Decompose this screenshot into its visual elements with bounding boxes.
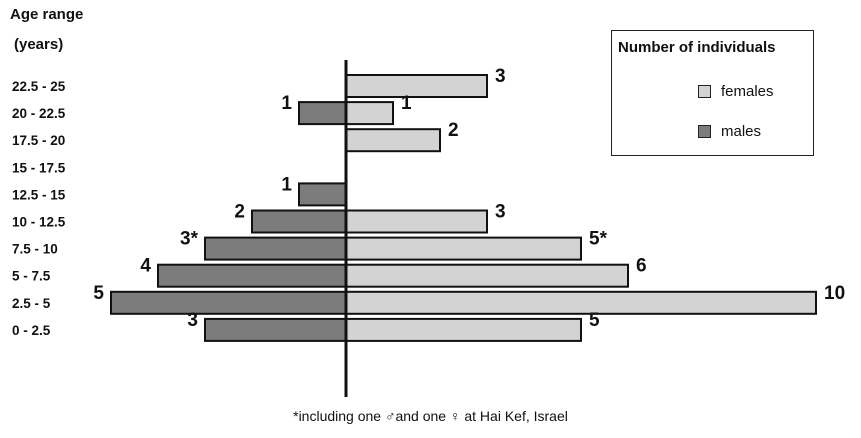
tick-label-6: 7.5 - 10 bbox=[12, 242, 58, 257]
tick-label-8: 2.5 - 5 bbox=[12, 296, 51, 311]
bar-males-6 bbox=[204, 236, 347, 261]
tick-label-3: 15 - 17.5 bbox=[12, 160, 66, 175]
tick-label-1: 20 - 22.5 bbox=[12, 106, 66, 121]
bar-females-9 bbox=[345, 317, 582, 342]
data-label-males-6: 3* bbox=[180, 229, 199, 250]
tick-label-0: 22.5 - 25 bbox=[12, 79, 66, 94]
data-label-females-9: 5 bbox=[589, 310, 600, 331]
bar-females-7 bbox=[345, 263, 629, 288]
tick-label-2: 17.5 - 20 bbox=[12, 133, 65, 148]
legend-swatch-males bbox=[698, 125, 711, 138]
data-label-males-4: 1 bbox=[281, 174, 292, 195]
data-label-males-7: 4 bbox=[140, 256, 151, 277]
data-label-females-5: 3 bbox=[495, 202, 506, 223]
tick-label-7: 5 - 7.5 bbox=[12, 269, 51, 284]
bar-females-6 bbox=[345, 236, 582, 261]
bar-females-1 bbox=[345, 101, 394, 126]
tick-label-5: 10 - 12.5 bbox=[12, 215, 66, 230]
bar-males-4 bbox=[298, 182, 347, 207]
data-label-males-9: 3 bbox=[187, 310, 198, 331]
data-label-females-0: 3 bbox=[495, 66, 506, 87]
data-label-males-8: 5 bbox=[93, 283, 104, 304]
tick-label-9: 0 - 2.5 bbox=[12, 323, 51, 338]
bar-females-8 bbox=[345, 290, 817, 315]
legend-swatch-females bbox=[698, 85, 711, 98]
y-axis-title-line1: Age range bbox=[10, 6, 84, 23]
bar-males-7 bbox=[157, 263, 347, 288]
data-label-females-6: 5* bbox=[589, 229, 608, 250]
bar-males-8 bbox=[110, 290, 347, 315]
legend-item-males: males bbox=[698, 123, 761, 140]
legend-label-females: females bbox=[721, 83, 774, 100]
bar-males-5 bbox=[251, 209, 347, 234]
footnote: *including one ♂and one ♀ at Hai Kef, Is… bbox=[293, 408, 568, 424]
data-label-females-8: 10 bbox=[824, 283, 845, 304]
legend: Number of individuals females males bbox=[611, 30, 814, 156]
data-label-males-1: 1 bbox=[281, 93, 292, 114]
bar-females-5 bbox=[345, 209, 488, 234]
data-label-females-7: 6 bbox=[636, 256, 647, 277]
data-label-females-2: 2 bbox=[448, 120, 459, 141]
y-axis-title-line2: (years) bbox=[14, 36, 64, 53]
bar-males-9 bbox=[204, 317, 347, 342]
tick-label-4: 12.5 - 15 bbox=[12, 187, 66, 202]
bar-females-0 bbox=[345, 74, 488, 98]
bar-females-2 bbox=[345, 128, 441, 153]
bar-males-1 bbox=[298, 101, 347, 126]
legend-label-males: males bbox=[721, 123, 762, 140]
legend-item-females: females bbox=[698, 83, 774, 100]
data-label-males-5: 2 bbox=[234, 202, 245, 223]
data-label-females-1: 1 bbox=[401, 93, 412, 114]
legend-title: Number of individuals bbox=[618, 39, 776, 56]
